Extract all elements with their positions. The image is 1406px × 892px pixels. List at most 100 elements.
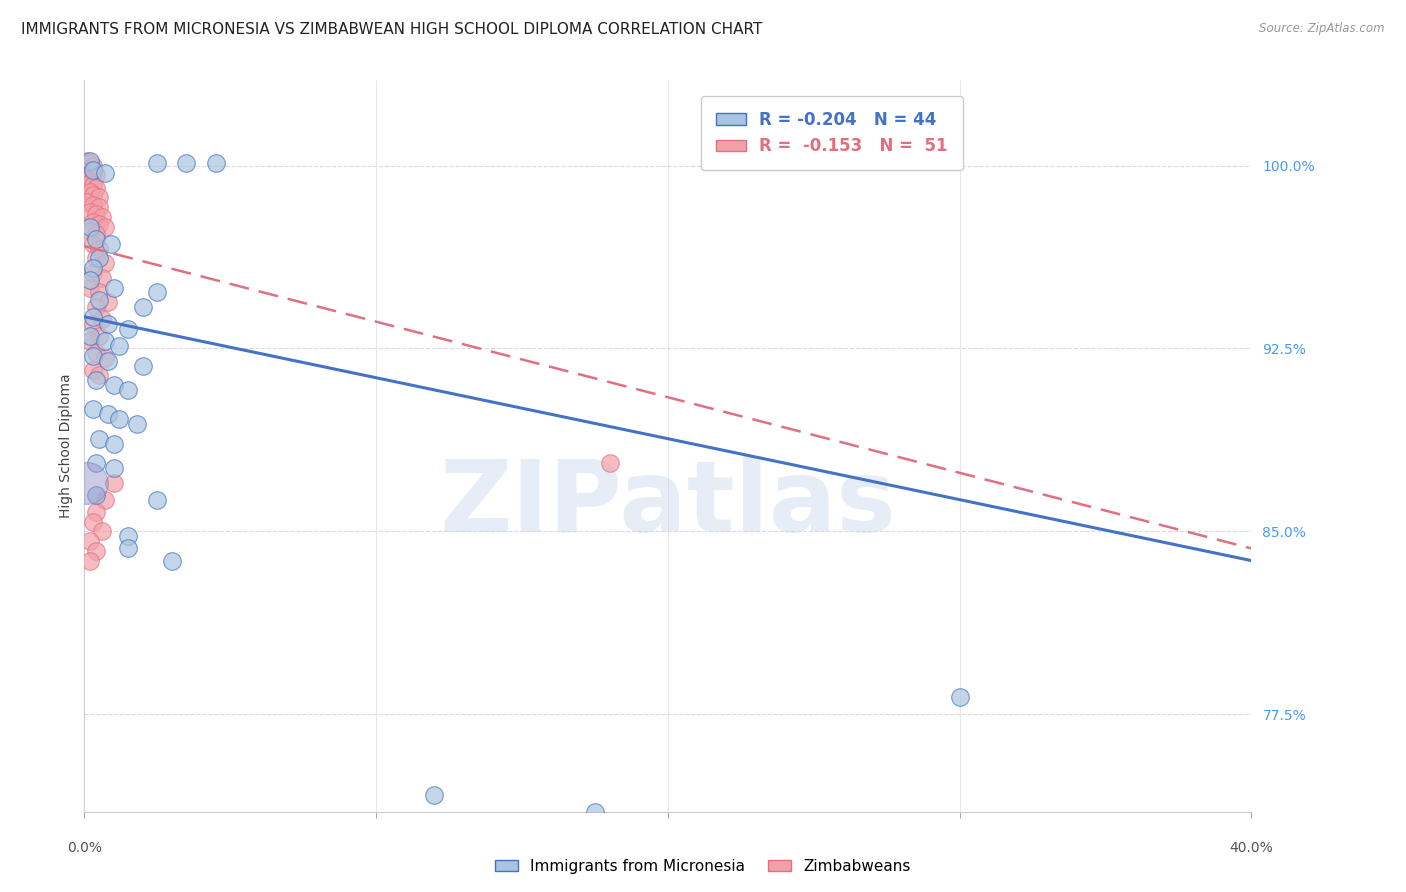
Point — [82, 166, 104, 180]
Point — [79, 205, 101, 219]
Point — [94, 492, 117, 507]
Point — [84, 488, 107, 502]
Point — [79, 334, 101, 348]
Point — [87, 293, 110, 307]
Point — [79, 553, 101, 567]
Point — [79, 224, 101, 238]
Point — [84, 456, 107, 470]
Point — [103, 475, 125, 490]
Point — [90, 210, 112, 224]
Point — [103, 461, 125, 475]
Point — [76, 195, 98, 210]
Point — [76, 475, 98, 490]
Point — [84, 169, 107, 183]
Point — [176, 156, 198, 170]
Point — [97, 407, 120, 421]
Point — [87, 329, 110, 343]
Y-axis label: High School Diploma: High School Diploma — [59, 374, 73, 518]
Point — [82, 187, 104, 202]
Point — [84, 300, 107, 314]
Text: 0.0%: 0.0% — [67, 841, 101, 855]
Point — [117, 529, 139, 543]
Point — [84, 232, 107, 246]
Point — [84, 373, 107, 387]
Point — [949, 690, 972, 705]
Point — [94, 166, 117, 180]
Point — [599, 456, 621, 470]
Point — [117, 541, 139, 556]
Point — [79, 186, 101, 200]
Point — [94, 334, 117, 348]
Point — [82, 178, 104, 193]
Point — [90, 524, 112, 539]
Point — [82, 402, 104, 417]
Point — [84, 227, 107, 241]
Point — [79, 219, 101, 234]
Point — [82, 515, 104, 529]
Point — [94, 256, 117, 270]
Point — [79, 280, 101, 294]
Point — [87, 200, 110, 214]
Point — [82, 317, 104, 331]
Point — [103, 436, 125, 450]
Point — [117, 322, 139, 336]
Point — [82, 310, 104, 324]
Point — [76, 173, 98, 187]
Text: Source: ZipAtlas.com: Source: ZipAtlas.com — [1260, 22, 1385, 36]
Point — [79, 163, 101, 178]
Text: ZIPatlas: ZIPatlas — [440, 456, 896, 553]
Point — [97, 353, 120, 368]
Point — [103, 378, 125, 392]
Point — [82, 266, 104, 280]
Point — [84, 180, 107, 194]
Point — [87, 285, 110, 300]
Point — [84, 544, 107, 558]
Point — [97, 295, 120, 310]
Point — [79, 156, 101, 170]
Point — [90, 270, 112, 285]
Point — [108, 412, 131, 426]
Text: 40.0%: 40.0% — [1229, 841, 1274, 855]
Point — [79, 176, 101, 190]
Point — [82, 159, 104, 173]
Point — [79, 329, 101, 343]
Point — [84, 252, 107, 266]
Point — [90, 312, 112, 326]
Point — [146, 285, 169, 300]
Point — [117, 383, 139, 397]
Point — [103, 280, 125, 294]
Point — [87, 368, 110, 383]
Point — [146, 156, 169, 170]
Point — [84, 346, 107, 360]
Legend: R = -0.204   N = 44, R =  -0.153   N =  51: R = -0.204 N = 44, R = -0.153 N = 51 — [702, 96, 963, 170]
Point — [132, 359, 155, 373]
Point — [125, 417, 148, 431]
Point — [79, 153, 101, 168]
Point — [423, 788, 446, 802]
Point — [82, 349, 104, 363]
Point — [82, 197, 104, 211]
Point — [204, 156, 226, 170]
Point — [132, 300, 155, 314]
Point — [87, 432, 110, 446]
Point — [94, 351, 117, 366]
Point — [82, 163, 104, 178]
Point — [87, 252, 110, 266]
Point — [87, 242, 110, 256]
Point — [97, 317, 120, 331]
Point — [79, 273, 101, 287]
Point — [82, 260, 104, 275]
Point — [84, 505, 107, 519]
Point — [84, 207, 107, 221]
Point — [160, 553, 183, 567]
Point — [108, 339, 131, 353]
Text: IMMIGRANTS FROM MICRONESIA VS ZIMBABWEAN HIGH SCHOOL DIPLOMA CORRELATION CHART: IMMIGRANTS FROM MICRONESIA VS ZIMBABWEAN… — [21, 22, 762, 37]
Point — [79, 534, 101, 549]
Point — [87, 217, 110, 231]
Point — [82, 215, 104, 229]
Point — [76, 153, 98, 168]
Point — [82, 363, 104, 377]
Point — [100, 236, 122, 251]
Point — [146, 492, 169, 507]
Point — [82, 236, 104, 251]
